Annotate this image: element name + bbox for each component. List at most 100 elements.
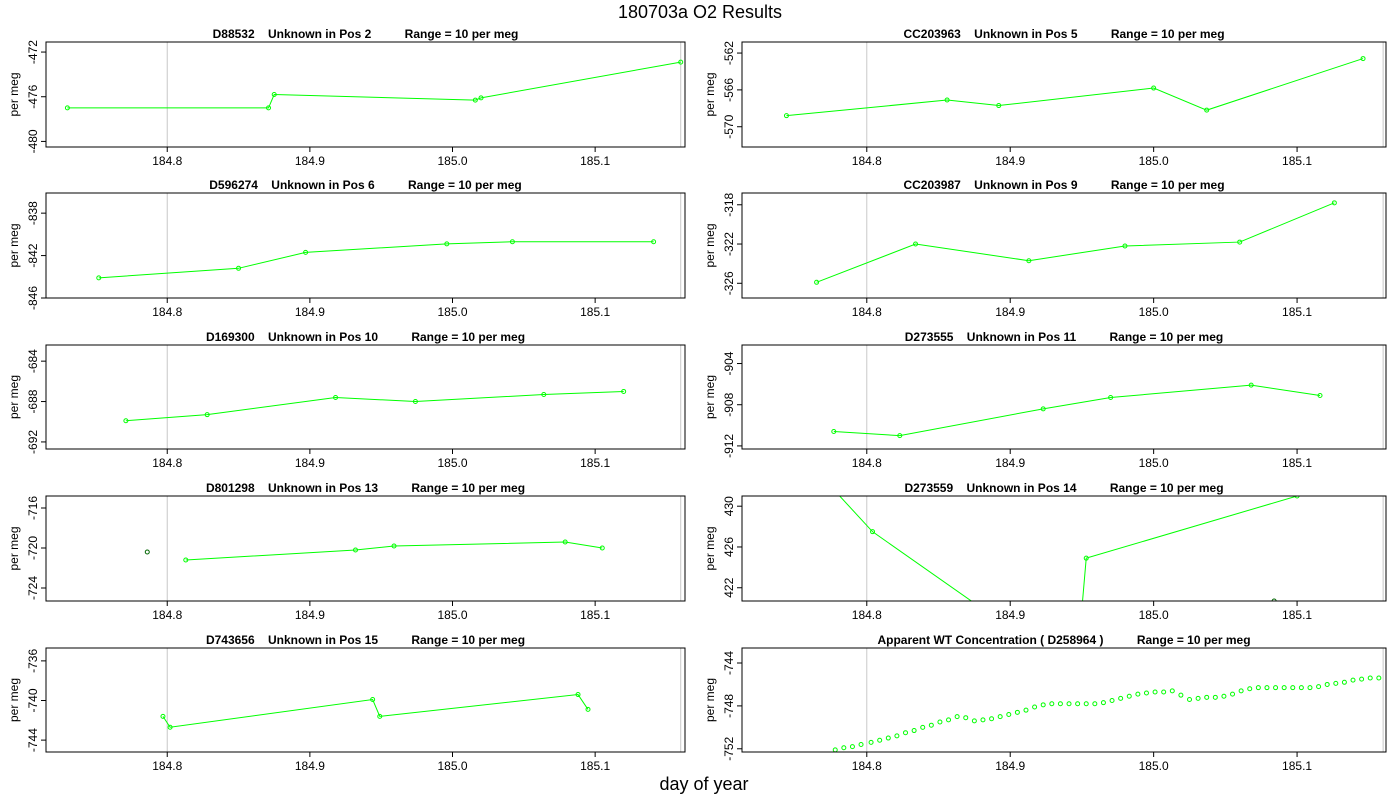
x-tick-label: 185.1 <box>580 759 610 773</box>
y-tick-label: -570 <box>722 114 736 138</box>
x-tick-label: 184.9 <box>995 759 1025 773</box>
data-point <box>1230 691 1236 697</box>
data-point <box>1122 243 1128 249</box>
chart-panel-9: D743656 Unknown in Pos 15 Range = 10 per… <box>7 633 686 773</box>
data-point <box>1350 677 1356 683</box>
x-tick-label: 184.9 <box>995 154 1025 168</box>
x-tick-label: 184.8 <box>852 456 882 470</box>
y-axis-label: per meg <box>7 223 21 267</box>
data-series <box>144 549 150 555</box>
data-point <box>1075 701 1081 707</box>
x-tick-label: 185.0 <box>1139 154 1169 168</box>
y-tick-label: -692 <box>26 430 40 454</box>
y-tick-label: -744 <box>26 728 40 752</box>
data-series <box>183 539 605 563</box>
data-point <box>472 97 478 103</box>
y-axis-label: per meg <box>7 526 21 570</box>
data-point <box>353 547 359 553</box>
data-point <box>870 529 876 535</box>
data-point <box>894 733 900 739</box>
data-point <box>1316 684 1322 690</box>
data-point <box>64 105 70 111</box>
x-tick-label: 185.1 <box>1282 154 1312 168</box>
data-point <box>271 92 277 97</box>
y-tick-label: -322 <box>722 232 736 256</box>
data-point <box>444 241 450 247</box>
data-point <box>937 719 943 725</box>
x-tick-label: 184.8 <box>852 608 882 622</box>
data-point <box>333 395 339 401</box>
x-tick-label: 185.0 <box>437 608 467 622</box>
y-tick-label: -720 <box>26 536 40 560</box>
data-point <box>621 388 627 394</box>
plot-frame <box>741 41 1387 148</box>
y-tick-label: -326 <box>722 271 736 295</box>
data-point <box>841 745 847 751</box>
data-point <box>1271 598 1277 601</box>
data-point <box>920 724 926 730</box>
plot-frame <box>741 344 1387 450</box>
data-point <box>1307 685 1313 691</box>
data-point <box>1331 200 1337 206</box>
data-point <box>562 539 568 545</box>
data-series <box>814 200 1337 285</box>
y-tick-label: -476 <box>26 84 40 108</box>
data-point <box>1376 675 1382 681</box>
x-tick-label: 184.9 <box>295 759 325 773</box>
y-tick-label: -748 <box>722 694 736 718</box>
page-title: 180703a O2 Results <box>617 2 783 22</box>
data-point <box>1294 496 1300 499</box>
data-point <box>1248 382 1254 388</box>
data-point <box>1135 691 1141 697</box>
data-point <box>1324 681 1330 687</box>
chart-title: D596274 Unknown in Pos 6 Range = 10 per … <box>209 178 521 192</box>
data-point <box>1341 679 1347 685</box>
x-tick-label: 185.1 <box>580 154 610 168</box>
data-point <box>585 706 591 712</box>
data-point <box>1273 685 1279 691</box>
plot-frame <box>741 192 1387 299</box>
plot-frame <box>45 344 686 450</box>
data-point <box>1083 701 1089 707</box>
data-point <box>541 391 547 397</box>
chart-panel-5: D169300 Unknown in Pos 10 Range = 10 per… <box>7 330 686 470</box>
data-point <box>1092 701 1098 707</box>
data-point <box>1359 676 1365 682</box>
data-point <box>1032 704 1038 710</box>
data-point <box>1317 392 1323 398</box>
data-point <box>1118 695 1124 701</box>
x-tick-label: 185.1 <box>1282 456 1312 470</box>
data-series <box>783 56 1366 119</box>
chart-panel-8: D273559 Unknown in Pos 14 Range = 10 per… <box>703 481 1387 622</box>
data-point <box>885 735 891 741</box>
data-point <box>160 713 166 719</box>
x-tick-label: 184.9 <box>295 608 325 622</box>
chart-title: D88532 Unknown in Pos 2 Range = 10 per m… <box>213 27 519 41</box>
chart-panel-3: D596274 Unknown in Pos 6 Range = 10 per … <box>7 178 686 319</box>
x-tick-label: 185.1 <box>580 456 610 470</box>
y-tick-label: -318 <box>722 192 736 216</box>
y-tick-label: -912 <box>722 434 736 458</box>
y-tick-label: -684 <box>26 349 40 373</box>
y-axis-label: per meg <box>703 223 717 267</box>
data-point <box>954 714 960 720</box>
x-tick-label: 184.8 <box>852 154 882 168</box>
data-point <box>1080 606 1084 610</box>
plot-frame <box>741 647 1387 753</box>
data-point <box>391 543 397 549</box>
x-tick-label: 184.9 <box>295 456 325 470</box>
plot-frame <box>45 192 686 299</box>
data-point <box>928 722 934 728</box>
chart-title: Apparent WT Concentration ( D258964 ) Ra… <box>877 633 1250 647</box>
x-tick-label: 184.8 <box>852 305 882 319</box>
data-series <box>832 675 1382 752</box>
x-tick-label: 185.1 <box>580 608 610 622</box>
y-tick-label: -562 <box>722 41 736 65</box>
y-axis-label: per meg <box>7 678 21 722</box>
data-point <box>997 714 1003 720</box>
plot-frame <box>45 647 686 753</box>
data-point <box>478 95 484 101</box>
data-point <box>1057 701 1063 707</box>
data-point <box>303 249 309 255</box>
